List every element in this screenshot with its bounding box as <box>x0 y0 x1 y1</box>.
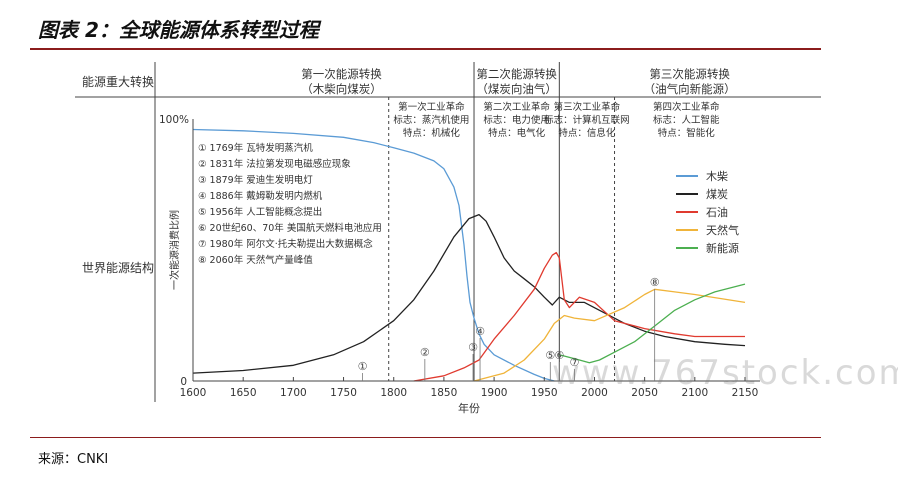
marker-7: ⑦ <box>569 356 579 369</box>
revolution-1-mark: 标志：蒸汽机使用 <box>393 114 469 126</box>
x-tick-label: 2100 <box>681 387 708 399</box>
event-item-4: ④ 1886年 戴姆勒发明内燃机 <box>198 190 323 202</box>
revolution-3-mark: 标志：计算机互联网 <box>544 114 630 126</box>
figure-title: 图表 2：全球能源体系转型过程 <box>38 18 319 42</box>
revolution-2-name: 第二次工业革命 <box>483 101 550 113</box>
series-layer <box>192 128 746 382</box>
series-line-3 <box>413 251 745 382</box>
marker-2: ② <box>420 346 430 359</box>
x-tick-label: 2150 <box>732 387 759 399</box>
marker-1: ① <box>358 360 368 373</box>
y-tick-label: 100% <box>159 114 189 126</box>
watermark: www.767stock.com <box>552 353 898 393</box>
revolution-4-trait: 特点：智能化 <box>658 127 716 139</box>
revolution-1-name: 第一次工业革命 <box>398 101 465 113</box>
revolution-4-name: 第四次工业革命 <box>653 101 720 113</box>
legend-label-5: 新能源 <box>706 241 739 255</box>
event-item-1: ① 1769年 瓦特发明蒸汽机 <box>198 142 313 154</box>
revolution-3-name: 第三次工业革命 <box>554 101 621 113</box>
row2-label: 世界能源结构 <box>82 260 154 275</box>
x-tick-label: 1900 <box>481 387 508 399</box>
x-tick-label: 1750 <box>330 387 357 399</box>
marker-8: ⑧ <box>650 276 660 289</box>
bottom-rule <box>30 437 821 438</box>
marker-6: ⑥ <box>554 349 564 362</box>
x-axis-title: 年份 <box>458 401 480 415</box>
revolution-2-mark: 标志：电力使用 <box>483 114 550 126</box>
transition-3-line2: （油气向新能源） <box>644 82 736 96</box>
x-tick-label: 1650 <box>230 387 257 399</box>
axes-layer: 1600 1650 1700 1750 1800 1850 1900 1950 2000 2050… <box>159 114 760 415</box>
series-line-2 <box>192 213 746 374</box>
event-item-3: ③ 1879年 爱迪生发明电灯 <box>198 174 313 186</box>
x-tick-label: 2050 <box>631 387 658 399</box>
row1-label: 能源重大转换 <box>82 74 154 89</box>
event-item-5: ⑤ 1956年 人工智能概念提出 <box>198 206 322 218</box>
y-tick-label: 0 <box>180 376 187 388</box>
top-rule <box>30 48 821 50</box>
x-tick-label: 1700 <box>280 387 307 399</box>
event-item-8: ⑧ 2060年 天然气产量峰值 <box>198 254 313 266</box>
event-item-7: ⑦ 1980年 阿尔文·托夫勒提出大数据概念 <box>198 238 373 250</box>
transition-3-line1: 第三次能源转换 <box>649 67 730 81</box>
transition-1-line2: （木柴向煤炭） <box>301 82 382 96</box>
marker-3: ③ <box>468 341 478 354</box>
series-line-1 <box>192 128 555 382</box>
marker-layer: ① ② ③ ④ ⑤ ⑥⑦ ⑧ <box>358 276 660 381</box>
event-item-2: ② 1831年 法拉第发现电磁感应现象 <box>198 158 351 170</box>
legend-label-4: 天然气 <box>706 223 739 237</box>
x-tick-label: 2000 <box>581 387 608 399</box>
revolution-1-trait: 特点：机械化 <box>403 127 461 139</box>
revolution-2-trait: 特点：电气化 <box>488 127 546 139</box>
revolution-4-mark: 标志：人工智能 <box>653 114 720 126</box>
x-tick-label: 1800 <box>380 387 407 399</box>
y-axis-title: 一次能源消费比例 <box>168 210 181 290</box>
marker-5: ⑤ <box>545 349 555 362</box>
series-line-5 <box>559 283 746 364</box>
source-note: 来源：CNKI <box>38 452 109 467</box>
transition-2-line1: 第二次能源转换 <box>476 67 557 81</box>
x-tick-label: 1950 <box>531 387 558 399</box>
chart-frame <box>75 62 821 402</box>
transition-2-line2: （煤炭向油气） <box>476 82 557 96</box>
event-item-6: ⑥ 20世纪60、70年 美国航天燃料电池应用 <box>198 222 382 234</box>
x-tick-label: 1600 <box>180 387 207 399</box>
transition-1-line1: 第一次能源转换 <box>301 67 382 81</box>
legend-label-3: 石油 <box>706 205 728 219</box>
marker-4: ④ <box>475 325 485 338</box>
legend-label-1: 木柴 <box>706 169 728 183</box>
legend-label-2: 煤炭 <box>706 188 728 201</box>
revolution-3-trait: 特点：信息化 <box>558 127 616 139</box>
events-layer: ① 1769年 瓦特发明蒸汽机 ② 1831年 法拉第发现电磁感应现象 ③ 1879… <box>198 142 382 266</box>
x-tick-label: 1850 <box>431 387 458 399</box>
series-line-4 <box>473 288 746 382</box>
